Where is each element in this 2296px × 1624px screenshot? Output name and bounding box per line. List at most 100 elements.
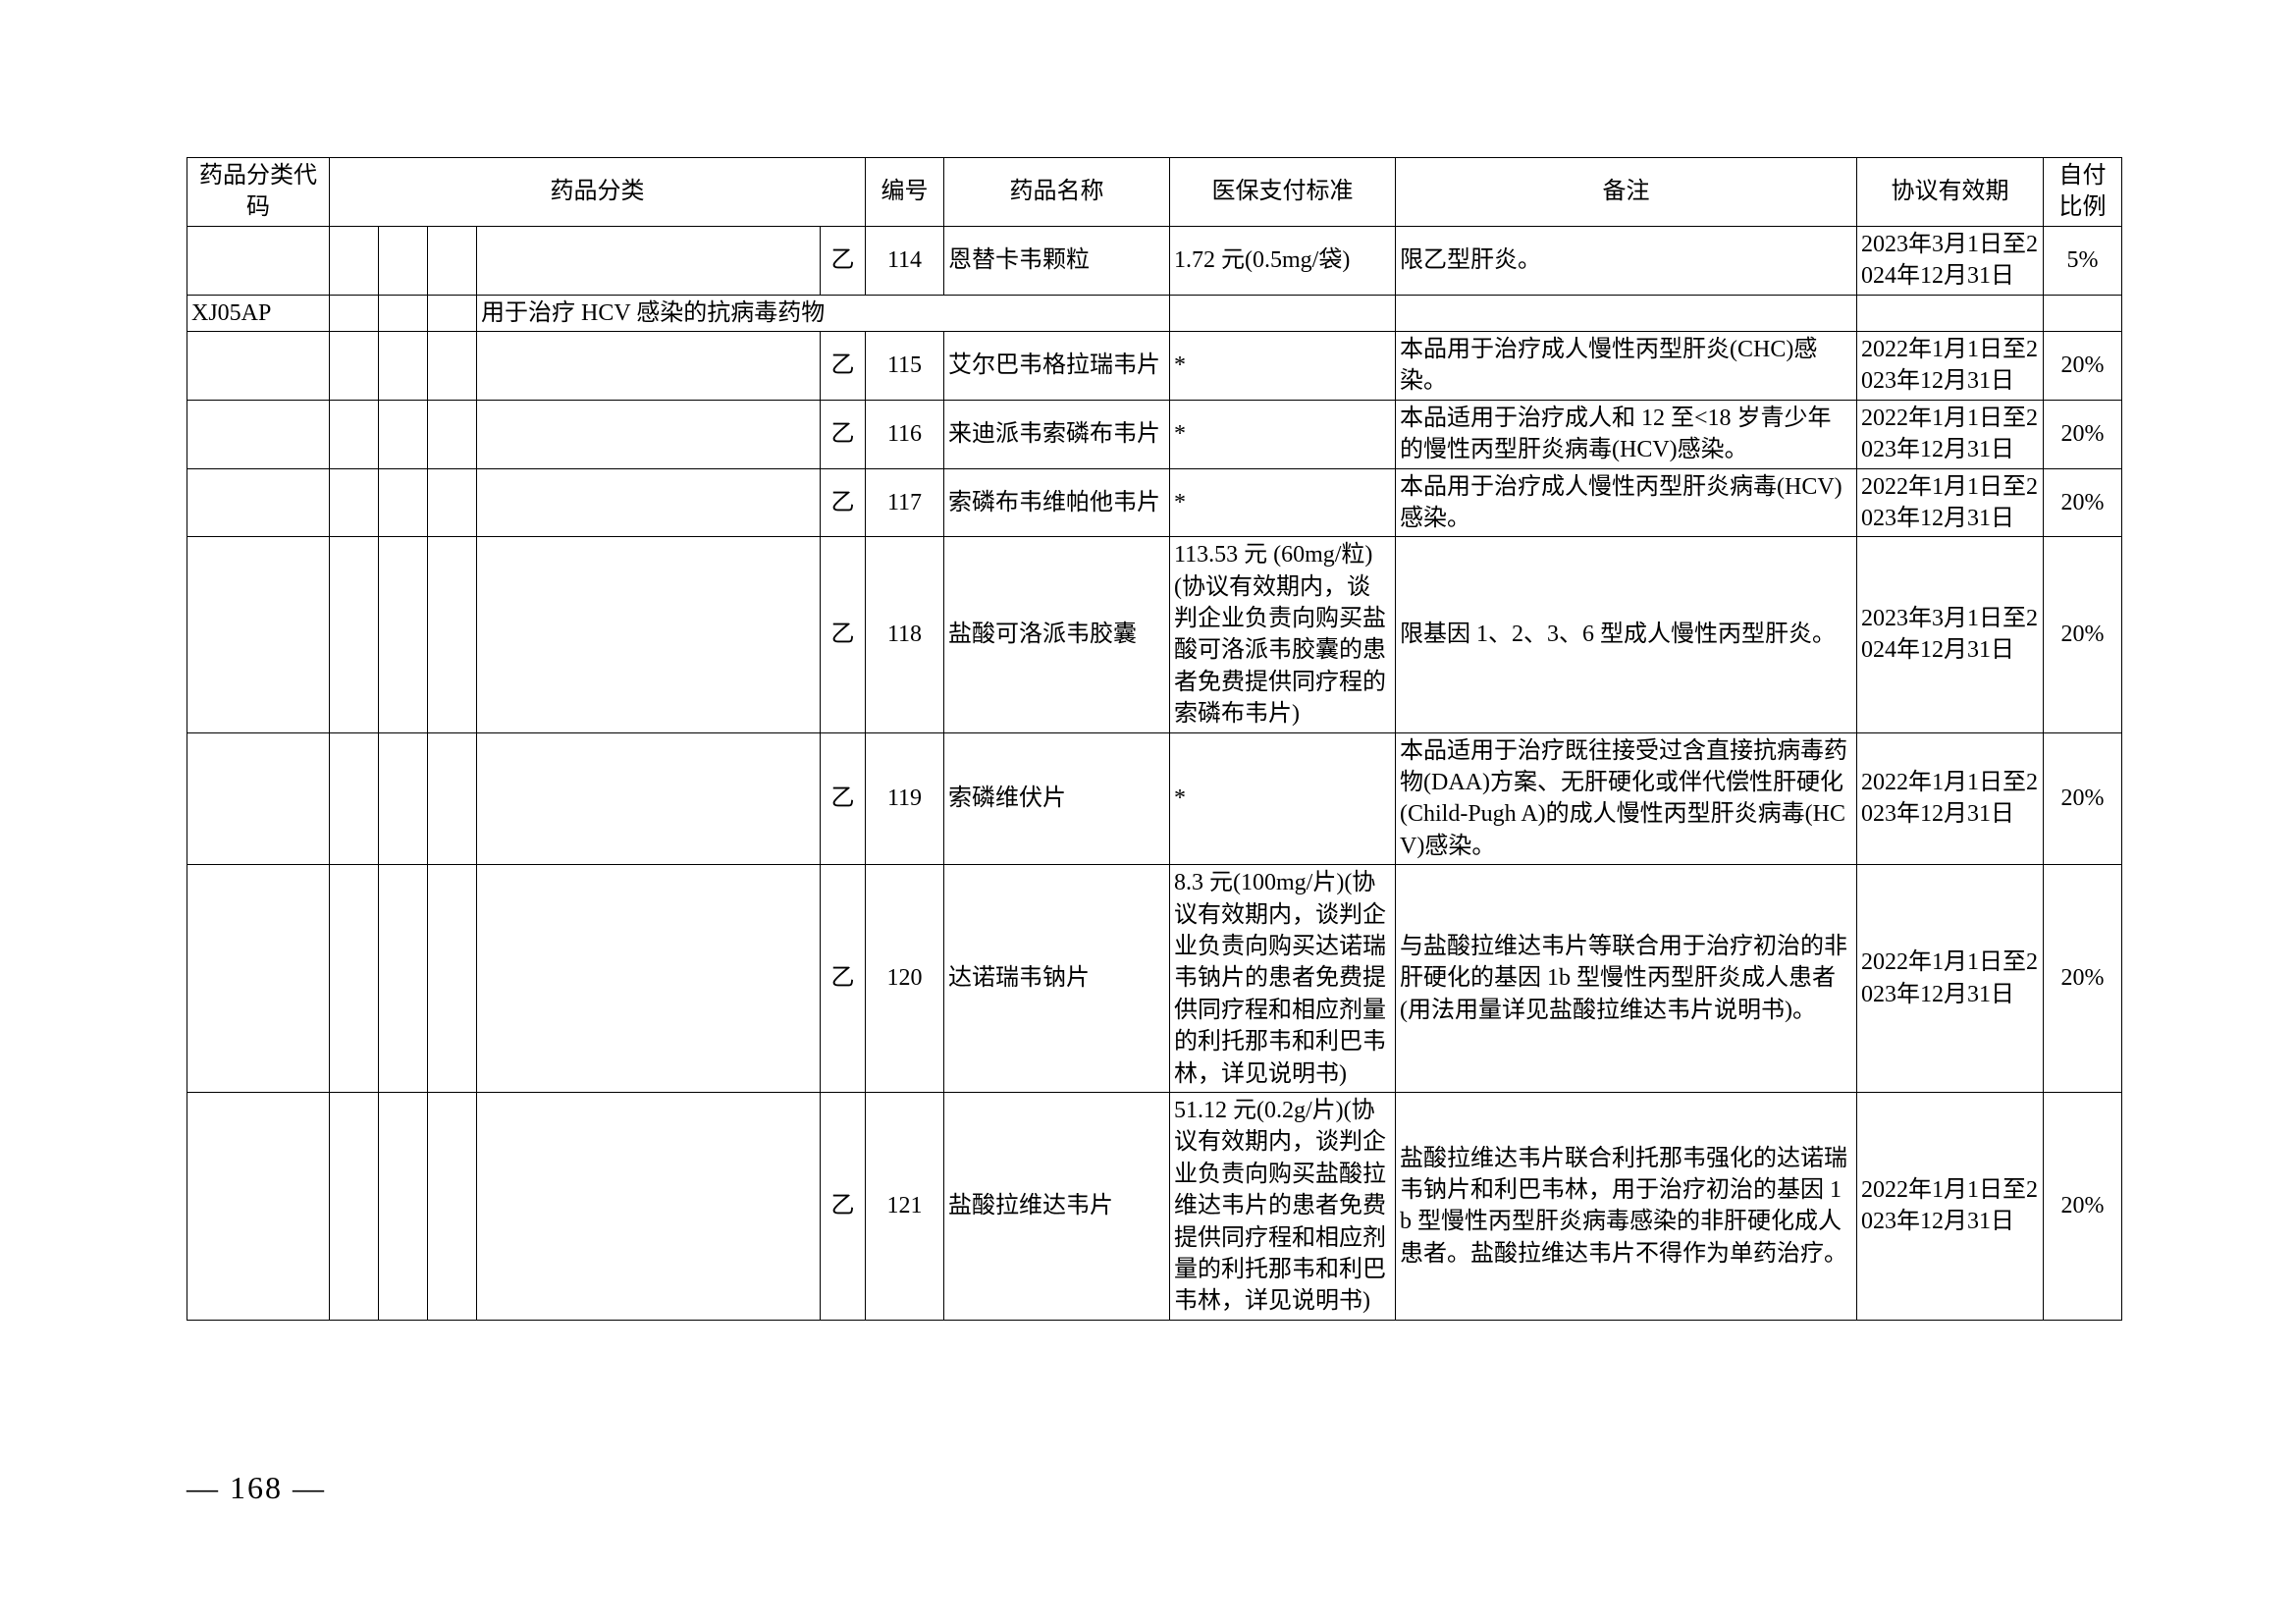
table-row: 乙118盐酸可洛派韦胶囊113.53 元 (60mg/粒)(协议有效期内，谈判企… [187, 537, 2122, 732]
cell-standard [1170, 295, 1396, 331]
cell-cat1 [330, 295, 379, 331]
cell-num: 119 [866, 732, 944, 865]
cell-note: 限基因 1、2、3、6 型成人慢性丙型肝炎。 [1396, 537, 1857, 732]
cell-name: 盐酸可洛派韦胶囊 [944, 537, 1170, 732]
cell-ratio [2044, 295, 2122, 331]
cell-ratio: 20% [2044, 537, 2122, 732]
cell-cat3 [428, 295, 477, 331]
cell-cat3 [428, 331, 477, 400]
cell-standard: 113.53 元 (60mg/粒)(协议有效期内，谈判企业负责向购买盐酸可洛派韦… [1170, 537, 1396, 732]
cell-cat3 [428, 400, 477, 468]
cell-note: 本品用于治疗成人慢性丙型肝炎病毒(HCV)感染。 [1396, 468, 1857, 537]
cell-code [187, 537, 330, 732]
cell-cat4: 用于治疗 HCV 感染的抗病毒药物 [477, 295, 1170, 331]
cell-cat2 [379, 1092, 428, 1320]
table-row: XJ05AP 用于治疗 HCV 感染的抗病毒药物 [187, 295, 2122, 331]
table-row: 乙115艾尔巴韦格拉瑞韦片*本品用于治疗成人慢性丙型肝炎(CHC)感染。2022… [187, 331, 2122, 400]
cell-cat1 [330, 331, 379, 400]
cell-num: 120 [866, 865, 944, 1093]
cell-validity: 2022年1月1日至2023年12月31日 [1857, 468, 2044, 537]
cell-standard: 8.3 元(100mg/片)(协议有效期内，谈判企业负责向购买达诺瑞韦钠片的患者… [1170, 865, 1396, 1093]
cell-num: 116 [866, 400, 944, 468]
header-name: 药品名称 [944, 158, 1170, 227]
cell-note: 盐酸拉维达韦片联合利托那韦强化的达诺瑞韦钠片和利巴韦林，用于治疗初治的基因 1b… [1396, 1092, 1857, 1320]
cell-code [187, 732, 330, 865]
cell-validity: 2022年1月1日至2023年12月31日 [1857, 331, 2044, 400]
cell-cat2 [379, 331, 428, 400]
cell-cat3 [428, 1092, 477, 1320]
page-number: — 168 — [187, 1470, 326, 1506]
cell-validity: 2022年1月1日至2023年12月31日 [1857, 1092, 2044, 1320]
cell-cat1 [330, 468, 379, 537]
drug-table: 药品分类代码 药品分类 编号 药品名称 医保支付标准 备注 协议有效期 自付比例… [187, 157, 2122, 1321]
cell-note: 本品适用于治疗成人和 12 至<18 岁青少年的慢性丙型肝炎病毒(HCV)感染。 [1396, 400, 1857, 468]
cell-note: 本品适用于治疗既往接受过含直接抗病毒药物(DAA)方案、无肝硬化或伴代偿性肝硬化… [1396, 732, 1857, 865]
cell-ratio: 20% [2044, 1092, 2122, 1320]
header-row: 药品分类代码 药品分类 编号 药品名称 医保支付标准 备注 协议有效期 自付比例 [187, 158, 2122, 227]
cell-ratio: 20% [2044, 865, 2122, 1093]
cell-note: 与盐酸拉维达韦片等联合用于治疗初治的非肝硬化的基因 1b 型慢性丙型肝炎成人患者… [1396, 865, 1857, 1093]
cell-validity: 2022年1月1日至2023年12月31日 [1857, 865, 2044, 1093]
cell-standard: * [1170, 331, 1396, 400]
table-row: 乙119索磷维伏片*本品适用于治疗既往接受过含直接抗病毒药物(DAA)方案、无肝… [187, 732, 2122, 865]
table-header: 药品分类代码 药品分类 编号 药品名称 医保支付标准 备注 协议有效期 自付比例 [187, 158, 2122, 227]
cell-cat4 [477, 1092, 821, 1320]
cell-cat1 [330, 732, 379, 865]
cell-cls: 乙 [821, 468, 866, 537]
cell-cat2 [379, 865, 428, 1093]
cell-name: 来迪派韦索磷布韦片 [944, 400, 1170, 468]
cell-validity: 2023年3月1日至2024年12月31日 [1857, 226, 2044, 295]
cell-cat2 [379, 537, 428, 732]
cell-code [187, 1092, 330, 1320]
cell-code [187, 468, 330, 537]
table-row: 乙120达诺瑞韦钠片8.3 元(100mg/片)(协议有效期内，谈判企业负责向购… [187, 865, 2122, 1093]
header-validity: 协议有效期 [1857, 158, 2044, 227]
cell-note: 本品用于治疗成人慢性丙型肝炎(CHC)感染。 [1396, 331, 1857, 400]
cell-cat1 [330, 865, 379, 1093]
cell-cat4 [477, 331, 821, 400]
cell-code [187, 331, 330, 400]
cell-cat3 [428, 732, 477, 865]
cell-cat4 [477, 468, 821, 537]
cell-cat1 [330, 537, 379, 732]
cell-cat4 [477, 226, 821, 295]
header-standard: 医保支付标准 [1170, 158, 1396, 227]
cell-num: 118 [866, 537, 944, 732]
cell-cat4 [477, 537, 821, 732]
cell-validity: 2022年1月1日至2023年12月31日 [1857, 400, 2044, 468]
cell-name: 艾尔巴韦格拉瑞韦片 [944, 331, 1170, 400]
cell-standard: 51.12 元(0.2g/片)(协议有效期内，谈判企业负责向购买盐酸拉维达韦片的… [1170, 1092, 1396, 1320]
cell-cls: 乙 [821, 537, 866, 732]
cell-cat3 [428, 865, 477, 1093]
cell-cat2 [379, 400, 428, 468]
cell-cat2 [379, 732, 428, 865]
table-row: 乙116来迪派韦索磷布韦片*本品适用于治疗成人和 12 至<18 岁青少年的慢性… [187, 400, 2122, 468]
cell-ratio: 20% [2044, 400, 2122, 468]
cell-cls: 乙 [821, 226, 866, 295]
cell-ratio: 20% [2044, 331, 2122, 400]
cell-cat2 [379, 468, 428, 537]
cell-num: 114 [866, 226, 944, 295]
table-row: 乙117索磷布韦维帕他韦片*本品用于治疗成人慢性丙型肝炎病毒(HCV)感染。20… [187, 468, 2122, 537]
cell-cat4 [477, 865, 821, 1093]
table-row: 乙114恩替卡韦颗粒1.72 元(0.5mg/袋)限乙型肝炎。2023年3月1日… [187, 226, 2122, 295]
cell-cat1 [330, 1092, 379, 1320]
header-note: 备注 [1396, 158, 1857, 227]
cell-ratio: 5% [2044, 226, 2122, 295]
cell-num: 117 [866, 468, 944, 537]
cell-validity: 2022年1月1日至2023年12月31日 [1857, 732, 2044, 865]
header-ratio: 自付比例 [2044, 158, 2122, 227]
cell-cat4 [477, 732, 821, 865]
cell-cat3 [428, 537, 477, 732]
cell-standard: * [1170, 400, 1396, 468]
cell-cat2 [379, 295, 428, 331]
cell-code [187, 865, 330, 1093]
cell-num: 121 [866, 1092, 944, 1320]
table-row: 乙121盐酸拉维达韦片51.12 元(0.2g/片)(协议有效期内，谈判企业负责… [187, 1092, 2122, 1320]
cell-cat4 [477, 400, 821, 468]
cell-code: XJ05AP [187, 295, 330, 331]
cell-validity [1857, 295, 2044, 331]
table-body: 乙114恩替卡韦颗粒1.72 元(0.5mg/袋)限乙型肝炎。2023年3月1日… [187, 226, 2122, 1320]
cell-cat1 [330, 226, 379, 295]
cell-num: 115 [866, 331, 944, 400]
